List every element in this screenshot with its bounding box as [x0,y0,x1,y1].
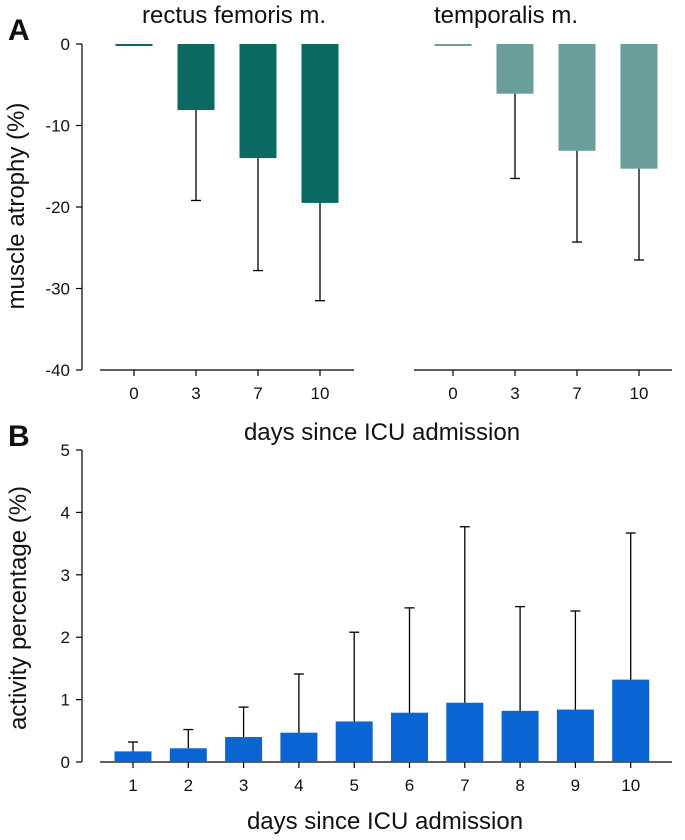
panel-b-x-tick-label: 9 [571,776,580,795]
panel-a-y-tick-label: 0 [61,35,70,54]
bar-day-4 [280,732,318,762]
bar-rectus-day-3 [177,44,215,111]
bar-temporalis-day-7 [558,44,596,151]
panel-a-x-tick-label: 10 [630,384,649,403]
bar-rectus-day-10 [301,44,339,203]
panel-a-x-tick-label: 3 [510,384,519,403]
panel-a-x-tick-label: 3 [191,384,200,403]
bar-day-9 [556,709,594,762]
panel-b-x-tick-label: 10 [621,776,640,795]
panel-b-x-tick-label: 7 [460,776,469,795]
panel-b-x-tick-label: 6 [405,776,414,795]
panel-b-y-tick-label: 5 [61,441,70,460]
bar-day-2 [169,748,207,762]
panel-b: B activity percentage (%) days since ICU… [5,420,672,835]
bar-temporalis-day-0 [434,44,472,46]
panel-b-x-tick-label: 8 [515,776,524,795]
panel-b-x-tick-label: 5 [349,776,358,795]
bar-day-5 [335,721,373,762]
panel-b-x-tick-label: 4 [294,776,303,795]
rectus-femoris-title: rectus femoris m. [142,2,326,29]
panel-a-y-tick-label: -20 [45,198,70,217]
panel-b-y-tick-label: 0 [61,753,70,772]
panel-b-x-tick-label: 1 [128,776,137,795]
bar-day-10 [612,679,650,762]
panel-b-y-axis-title: activity percentage (%) [5,486,32,730]
bar-temporalis-day-3 [496,44,534,94]
panel-a-x-tick-label: 0 [129,384,138,403]
bar-rectus-day-0 [115,44,153,46]
temporalis-title: temporalis m. [434,2,578,29]
panel-a-y-axis-title: muscle atrophy (%) [3,103,30,310]
panel-b-x-tick-label: 2 [184,776,193,795]
panel-a-x-tick-label: 7 [572,384,581,403]
panel-b-x-tick-label: 3 [239,776,248,795]
bar-temporalis-day-10 [620,44,658,169]
panel-b-y-tick-label: 3 [61,566,70,585]
panel-a-y-tick-label: -30 [45,280,70,299]
bar-rectus-day-7 [239,44,277,159]
panel-a-x-tick-label: 0 [448,384,457,403]
bar-day-7 [446,702,484,762]
bar-day-1 [114,751,152,762]
panel-b-y-tick-label: 4 [61,503,70,522]
panel-a-y-tick-label: -40 [45,361,70,380]
bar-day-8 [501,710,539,762]
panel-a-y-tick-label: -10 [45,117,70,136]
panel-a-x-tick-label: 7 [253,384,262,403]
panel-b-y-tick-label: 2 [61,628,70,647]
panel-b-letter: B [8,420,30,453]
bar-day-6 [391,712,428,762]
panel-b-y-tick-label: 1 [61,691,70,710]
panel-a-x-axis-title: days since ICU admission [244,419,520,446]
panel-b-x-axis-title: days since ICU admission [247,808,523,835]
panel-a: A rectus femoris m. temporalis m. muscle… [3,2,672,446]
panel-a-x-tick-label: 10 [311,384,330,403]
bar-day-3 [225,737,263,762]
panel-a-letter: A [8,14,30,47]
